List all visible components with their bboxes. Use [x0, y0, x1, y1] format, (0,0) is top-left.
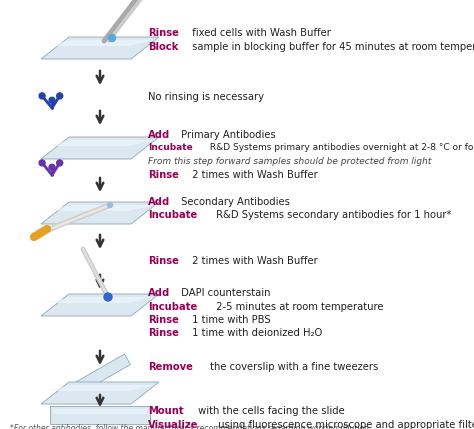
- Text: Rinse: Rinse: [148, 28, 179, 38]
- Text: R&D Systems primary antibodies overnight at 2-8 °C or for 1 hour at room tempera: R&D Systems primary antibodies overnight…: [207, 143, 474, 152]
- Circle shape: [109, 34, 116, 42]
- Text: the coverslip with a fine tweezers: the coverslip with a fine tweezers: [208, 362, 379, 372]
- Text: Primary Antibodies: Primary Antibodies: [178, 130, 276, 140]
- Text: 1 time with deionized H₂O: 1 time with deionized H₂O: [189, 329, 323, 338]
- Text: sample in blocking buffer for 45 minutes at room temperature: sample in blocking buffer for 45 minutes…: [189, 42, 474, 51]
- Circle shape: [57, 160, 63, 166]
- Circle shape: [49, 164, 55, 170]
- Text: Incubate: Incubate: [148, 211, 197, 221]
- Text: Visualize: Visualize: [148, 420, 199, 429]
- Text: No rinsing is necessary: No rinsing is necessary: [148, 92, 264, 102]
- Polygon shape: [41, 382, 159, 404]
- Text: *For other antibodies, follow the manufacturer’s recommendations regarding worki: *For other antibodies, follow the manufa…: [10, 424, 371, 429]
- Text: From this step forward samples should be protected from light: From this step forward samples should be…: [148, 157, 431, 166]
- Text: using fluorescence microscope and appropriate filter sets: using fluorescence microscope and approp…: [215, 420, 474, 429]
- Circle shape: [108, 202, 112, 208]
- Text: Secondary Antibodies: Secondary Antibodies: [178, 197, 290, 207]
- Text: 2 times with Wash Buffer: 2 times with Wash Buffer: [189, 170, 318, 181]
- Polygon shape: [44, 140, 156, 146]
- Text: Rinse: Rinse: [148, 329, 179, 338]
- Text: Block: Block: [148, 42, 178, 51]
- Circle shape: [39, 160, 45, 166]
- Text: Rinse: Rinse: [148, 170, 179, 181]
- Polygon shape: [41, 202, 159, 224]
- Polygon shape: [41, 137, 159, 159]
- Text: Add: Add: [148, 288, 170, 298]
- Text: 2-5 minutes at room temperature: 2-5 minutes at room temperature: [213, 302, 383, 311]
- Polygon shape: [44, 385, 156, 391]
- Polygon shape: [50, 406, 150, 424]
- Text: Add: Add: [148, 130, 170, 140]
- Text: Mount: Mount: [148, 406, 183, 416]
- Text: 2 times with Wash Buffer: 2 times with Wash Buffer: [189, 256, 318, 266]
- Polygon shape: [53, 409, 147, 414]
- Text: Incubate: Incubate: [148, 143, 193, 152]
- Text: with the cells facing the slide: with the cells facing the slide: [195, 406, 345, 416]
- Text: Rinse: Rinse: [148, 256, 179, 266]
- Polygon shape: [41, 294, 159, 316]
- Text: fixed cells with Wash Buffer: fixed cells with Wash Buffer: [189, 28, 331, 38]
- Polygon shape: [41, 37, 159, 59]
- Polygon shape: [44, 297, 156, 303]
- Circle shape: [39, 93, 45, 99]
- Polygon shape: [44, 40, 156, 46]
- Text: DAPI counterstain: DAPI counterstain: [178, 288, 271, 298]
- Text: Remove: Remove: [148, 362, 193, 372]
- Circle shape: [104, 293, 112, 301]
- Polygon shape: [44, 205, 156, 211]
- Text: Rinse: Rinse: [148, 315, 179, 325]
- Text: 1 time with PBS: 1 time with PBS: [189, 315, 271, 325]
- Text: Add: Add: [148, 197, 170, 207]
- Text: Incubate: Incubate: [148, 302, 197, 311]
- Polygon shape: [60, 354, 130, 402]
- Circle shape: [57, 93, 63, 99]
- Text: R&D Systems secondary antibodies for 1 hour*: R&D Systems secondary antibodies for 1 h…: [213, 211, 452, 221]
- Circle shape: [49, 97, 55, 103]
